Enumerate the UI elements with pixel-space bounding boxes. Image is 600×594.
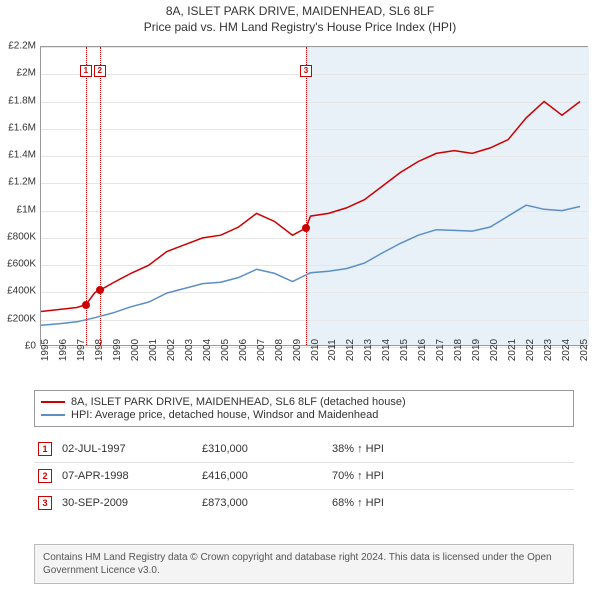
y-axis-label: £1.6M xyxy=(0,122,36,133)
x-axis-label: 1999 xyxy=(112,339,123,361)
legend-item: 8A, ISLET PARK DRIVE, MAIDENHEAD, SL6 8L… xyxy=(41,396,567,408)
y-axis-label: £400K xyxy=(0,286,36,297)
plot-area: 123 xyxy=(40,46,588,346)
legend-swatch xyxy=(41,414,65,416)
attribution-text: Contains HM Land Registry data © Crown c… xyxy=(34,544,574,584)
x-axis-label: 2013 xyxy=(363,339,374,361)
y-axis-label: £1M xyxy=(0,204,36,215)
x-axis-label: 2016 xyxy=(417,339,428,361)
price-chart: 123 £0£200K£400K£600K£800K£1M£1.2M£1.4M£… xyxy=(40,46,588,376)
x-axis-label: 2025 xyxy=(579,339,590,361)
x-axis-label: 2021 xyxy=(507,339,518,361)
y-axis-label: £2.2M xyxy=(0,41,36,52)
event-price: £310,000 xyxy=(202,443,322,455)
x-axis-label: 2015 xyxy=(399,339,410,361)
x-axis-label: 1997 xyxy=(76,339,87,361)
event-date: 30-SEP-2009 xyxy=(62,497,192,509)
x-axis-label: 2000 xyxy=(130,339,141,361)
x-axis-label: 2022 xyxy=(525,339,536,361)
event-price: £873,000 xyxy=(202,497,322,509)
page-subtitle: Price paid vs. HM Land Registry's House … xyxy=(0,20,600,34)
event-row: 2 07-APR-1998 £416,000 70% ↑ HPI xyxy=(34,463,574,490)
event-price: £416,000 xyxy=(202,470,322,482)
x-axis-label: 2005 xyxy=(220,339,231,361)
x-axis-label: 2023 xyxy=(543,339,554,361)
x-axis-label: 2017 xyxy=(435,339,446,361)
x-axis-label: 2020 xyxy=(489,339,500,361)
event-date: 07-APR-1998 xyxy=(62,470,192,482)
x-axis-label: 1998 xyxy=(94,339,105,361)
x-axis-label: 2018 xyxy=(453,339,464,361)
legend-item: HPI: Average price, detached house, Wind… xyxy=(41,409,567,421)
legend: 8A, ISLET PARK DRIVE, MAIDENHEAD, SL6 8L… xyxy=(34,390,574,427)
y-axis-label: £1.4M xyxy=(0,150,36,161)
event-hpi: 38% ↑ HPI xyxy=(332,443,570,455)
x-axis-label: 2003 xyxy=(184,339,195,361)
x-axis-label: 2001 xyxy=(148,339,159,361)
x-axis-label: 2009 xyxy=(292,339,303,361)
event-point xyxy=(82,301,90,309)
event-number-box: 3 xyxy=(38,496,52,510)
x-axis-label: 2011 xyxy=(327,339,338,361)
event-point xyxy=(96,286,104,294)
series-hpi xyxy=(41,47,589,347)
x-axis-label: 2008 xyxy=(274,339,285,361)
y-axis-label: £800K xyxy=(0,231,36,242)
events-table: 1 02-JUL-1997 £310,000 38% ↑ HPI 2 07-APR-199… xyxy=(34,436,574,516)
x-axis-label: 1995 xyxy=(40,339,51,361)
x-axis-label: 2007 xyxy=(256,339,267,361)
x-axis-label: 2004 xyxy=(202,339,213,361)
y-axis-label: £0 xyxy=(0,341,36,352)
x-axis-label: 2019 xyxy=(471,339,482,361)
legend-label: HPI: Average price, detached house, Wind… xyxy=(71,409,378,421)
x-axis-label: 1996 xyxy=(58,339,69,361)
event-date: 02-JUL-1997 xyxy=(62,443,192,455)
x-axis-label: 2012 xyxy=(345,339,356,361)
event-row: 3 30-SEP-2009 £873,000 68% ↑ HPI xyxy=(34,490,574,516)
y-axis-label: £1.8M xyxy=(0,95,36,106)
y-axis-label: £200K xyxy=(0,313,36,324)
event-number-box: 1 xyxy=(38,442,52,456)
legend-swatch xyxy=(41,401,65,403)
x-axis-label: 2010 xyxy=(310,339,321,361)
x-axis-label: 2024 xyxy=(561,339,572,361)
event-hpi: 68% ↑ HPI xyxy=(332,497,570,509)
event-point xyxy=(302,224,310,232)
event-hpi: 70% ↑ HPI xyxy=(332,470,570,482)
x-axis-label: 2006 xyxy=(238,339,249,361)
page-title: 8A, ISLET PARK DRIVE, MAIDENHEAD, SL6 8L… xyxy=(0,4,600,18)
event-row: 1 02-JUL-1997 £310,000 38% ↑ HPI xyxy=(34,436,574,463)
legend-label: 8A, ISLET PARK DRIVE, MAIDENHEAD, SL6 8L… xyxy=(71,396,406,408)
y-axis-label: £2M xyxy=(0,68,36,79)
event-number-box: 2 xyxy=(38,469,52,483)
x-axis-label: 2002 xyxy=(166,339,177,361)
y-axis-label: £1.2M xyxy=(0,177,36,188)
x-axis-label: 2014 xyxy=(381,339,392,361)
y-axis-label: £600K xyxy=(0,259,36,270)
